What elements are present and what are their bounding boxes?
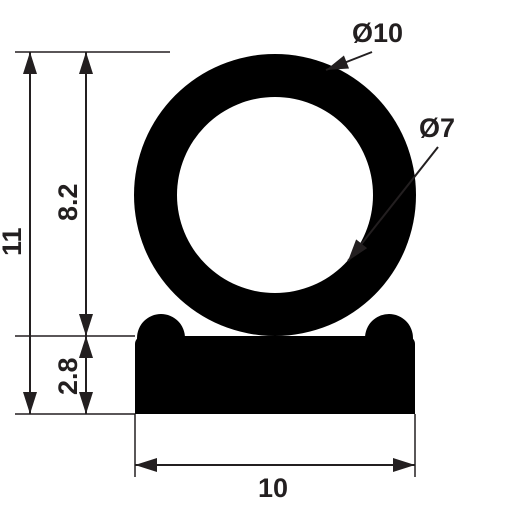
technical-drawing: 11 8.2 2.8 10 Ø10 Ø7 xyxy=(0,0,512,512)
dimension-label: 2.8 xyxy=(53,357,83,395)
dimension-label: Ø7 xyxy=(419,113,455,143)
dimension-label: 10 xyxy=(258,473,288,503)
bore xyxy=(177,97,373,293)
dimension-label: 11 xyxy=(0,227,27,256)
seal-profile xyxy=(134,54,416,414)
dimension-label: Ø10 xyxy=(352,18,403,48)
dimension-label: 8.2 xyxy=(53,183,83,221)
